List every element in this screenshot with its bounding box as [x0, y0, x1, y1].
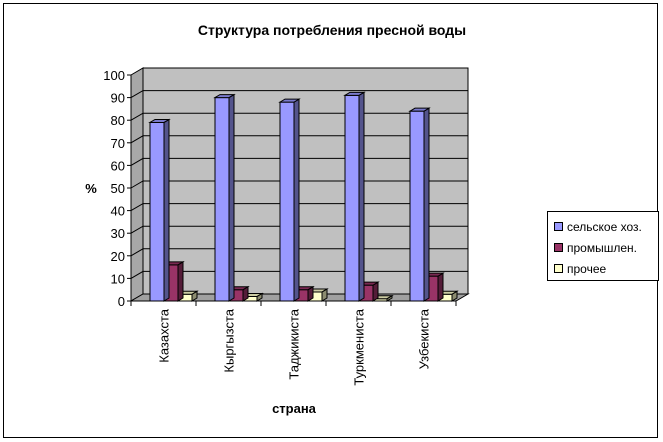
bar	[279, 101, 295, 302]
bar	[214, 97, 230, 302]
legend-swatch	[554, 243, 563, 252]
bar-side	[437, 272, 444, 302]
gridline	[130, 90, 468, 99]
bar-top	[408, 107, 431, 112]
legend-label: сельское хоз.	[567, 219, 642, 234]
x-tick-label: Узбекиста	[417, 308, 432, 369]
plot-area: 0 10 20 30 40 50 60 70 80 90 100 Казахста Кыргызста Т…	[103, 67, 470, 386]
x-tick-label: Кыргызста	[222, 308, 237, 372]
bar-top	[343, 91, 366, 96]
bar-side	[177, 260, 184, 302]
y-tick-label: 60	[111, 158, 125, 173]
legend-item: сельское хоз.	[554, 216, 658, 237]
chart-svg: Структура потребления пресной воды 0 10 20…	[85, 22, 470, 416]
legend: сельское хоз. промышлен. прочее	[547, 211, 659, 281]
legend-swatch	[554, 222, 563, 231]
chart-title: Структура потребления пресной воды	[198, 22, 466, 38]
bar-top	[148, 118, 171, 123]
legend-label: промышлен.	[567, 240, 637, 255]
y-tick-label: 50	[111, 181, 125, 196]
y-axis-label: %	[85, 181, 97, 196]
chart-frame: Структура потребления пресной воды 0 10 20…	[3, 3, 659, 438]
legend-label: прочее	[567, 261, 607, 276]
y-tick-label: 0	[118, 294, 125, 309]
bar-side	[358, 91, 365, 302]
bar-side	[423, 107, 430, 302]
x-tick-label: Туркмениста	[352, 308, 367, 385]
legend-swatch	[554, 264, 563, 273]
x-axis-label: страна	[272, 401, 317, 416]
y-tick-label: 80	[111, 113, 125, 128]
bar-side	[163, 118, 170, 302]
bar	[149, 121, 165, 302]
bar-side	[228, 93, 235, 302]
bar	[409, 110, 425, 302]
bar-top	[278, 98, 301, 103]
x-tick-label: Таджикиста	[287, 308, 302, 379]
bar-top	[213, 94, 236, 99]
bar	[344, 94, 360, 302]
y-tick-label: 70	[111, 136, 125, 151]
y-tick-label: 10	[111, 271, 125, 286]
y-tick-label: 100	[103, 68, 125, 83]
legend-item: прочее	[554, 258, 658, 279]
bar-side	[293, 98, 300, 302]
y-tick-label: 30	[111, 226, 125, 241]
legend-item: промышлен.	[554, 237, 658, 258]
x-tick-label: Казахста	[157, 308, 172, 363]
y-tick-label: 20	[111, 249, 125, 264]
y-tick-label: 40	[111, 204, 125, 219]
y-tick-label: 90	[111, 91, 125, 106]
